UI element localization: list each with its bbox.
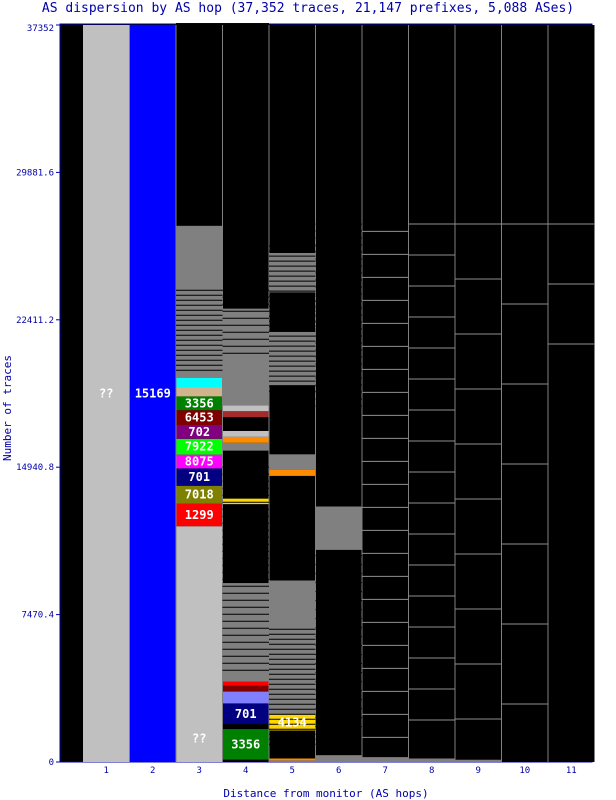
segment-label-hop4-3: 701: [235, 707, 257, 721]
segment-label-hop3-3: 701: [188, 470, 210, 484]
segment-label-hop4-1: 3356: [231, 737, 260, 751]
segment-label-hop3-5: 7922: [185, 440, 214, 454]
bar-segment-hop4-3: [222, 703, 269, 725]
bar-segment-hop4-12: [222, 442, 269, 451]
bar-segment-hop3-12: [176, 23, 223, 226]
bar-segment-hop5-9: [269, 331, 316, 386]
bar-segment-hop8-0: [408, 758, 455, 762]
bar-segment-hop3-5: [176, 438, 223, 455]
bar-segment-hop5-5: [269, 475, 316, 581]
bar-segment-hop4-13: [222, 436, 269, 443]
x-tick-label: 5: [290, 766, 295, 776]
bar-segment-hop4-15: [222, 417, 269, 431]
segment-label-hop3-0: ??: [192, 731, 206, 745]
bar-segment-hop11-0: [548, 25, 595, 762]
bar-segment-hop4-17: [222, 405, 269, 412]
segment-label-hop3-7: 6453: [185, 411, 214, 425]
x-tick-label: 7: [383, 766, 388, 776]
x-tick-label: 9: [476, 766, 481, 776]
bar-segment-hop9-0: [455, 759, 502, 762]
y-axis-label: Number of traces: [1, 355, 14, 461]
bar-segment-hop3-8: [176, 396, 223, 411]
bar-segment-hop9-1: [455, 25, 502, 760]
segment-labels: ?? 15169??1299701870180757922702645333563…: [99, 387, 307, 752]
bar-segment-hop5-4: [269, 580, 316, 715]
bar-segment-hop6-0: [315, 755, 362, 762]
y-tick-label: 22411.2: [16, 316, 54, 326]
bar-segment-hop5-1: [269, 758, 316, 761]
bar-segment-hop4-16: [222, 411, 269, 418]
bar-segment-hop4-6: [222, 681, 269, 686]
chart-title: AS dispersion by AS hop (37,352 traces, …: [42, 1, 574, 16]
segment-label-hop1-0: ??: [99, 387, 113, 401]
bar-segment-hop2-0: [129, 25, 176, 762]
bar-segment-hop5-12: [269, 25, 316, 253]
bar-segment-hop4-19: [222, 23, 269, 309]
bar-segment-hop4-5: [222, 685, 269, 692]
stacked-bars: [83, 23, 595, 762]
bar-segment-hop4-10: [222, 498, 269, 505]
segment-label-hop3-2: 7018: [185, 488, 214, 502]
bar-segment-hop3-3: [176, 468, 223, 486]
y-tick-label: 0: [49, 758, 54, 768]
x-tick-label: 4: [243, 766, 248, 776]
y-tick-label: 14940.8: [16, 463, 54, 473]
bar-segment-hop3-9: [176, 387, 223, 397]
segment-label-hop2-0: 15169: [135, 387, 171, 401]
y-tick-label: 29881.6: [16, 168, 54, 178]
bar-segment-hop3-1: [176, 503, 223, 527]
bar-segment-hop6-2: [315, 506, 362, 550]
bar-segment-hop3-10: [176, 377, 223, 388]
segment-label-hop3-4: 8075: [185, 454, 214, 468]
y-tick-label: 37352: [27, 24, 54, 34]
bar-segment-hop4-4: [222, 691, 269, 704]
bar-segment-hop3-2: [176, 485, 223, 504]
bar-segment-hop3-4: [176, 454, 223, 469]
x-tick-label: 8: [429, 766, 434, 776]
y-tick-label: 7470.4: [21, 611, 54, 621]
bar-segment-hop6-1: [315, 549, 362, 756]
bar-segment-hop4-7: [222, 583, 269, 682]
bar-segment-hop5-10: [269, 292, 316, 332]
bar-segment-hop4-18: [222, 308, 269, 406]
bar-segment-hop6-3: [315, 223, 362, 507]
bar-segment-hop8-1: [408, 25, 455, 759]
bar-segment-hop10-0: [501, 25, 548, 762]
segment-label-hop3-1: 1299: [185, 508, 214, 522]
bar-segment-hop3-11: [176, 225, 223, 378]
x-axis: 1 2 3 4 5 6 7 8 9 10 11: [104, 766, 577, 776]
trace-stripes: [129, 25, 595, 762]
segment-label-hop3-8: 3356: [185, 396, 214, 410]
bar-segment-hop3-0: [176, 526, 223, 762]
bar-segment-hop5-3: [269, 714, 316, 731]
segment-label-hop3-6: 702: [188, 425, 210, 439]
bar-segment-hop4-14: [222, 430, 269, 437]
y-axis: 0 7470.4 14940.8 22411.2 29881.6 37352: [16, 24, 60, 768]
bar-segment-hop6-4: [315, 25, 362, 224]
x-tick-label: 11: [566, 766, 577, 776]
x-axis-label: Distance from monitor (AS hops): [223, 787, 428, 800]
bar-segment-hop4-8: [222, 560, 269, 584]
bar-segment-hop1-0: [83, 25, 130, 762]
x-tick-label: 2: [150, 766, 155, 776]
bar-segment-hop4-0: [222, 759, 269, 762]
bar-segment-hop3-7: [176, 410, 223, 425]
bar-segment-hop7-0: [362, 757, 409, 762]
bar-segment-hop5-8: [269, 385, 316, 455]
x-tick-label: 1: [104, 766, 109, 776]
x-tick-label: 3: [197, 766, 202, 776]
bar-segment-hop7-1: [362, 25, 409, 758]
bar-segment-hop5-7: [269, 454, 316, 470]
bar-segment-hop3-6: [176, 424, 223, 439]
bar-segment-hop4-9: [222, 504, 269, 561]
segment-label-hop5-3: 4134: [278, 716, 307, 730]
bar-segment-hop4-1: [222, 729, 269, 760]
x-tick-label: 6: [336, 766, 341, 776]
bar-segment-hop5-6: [269, 469, 316, 476]
x-tick-label: 10: [519, 766, 530, 776]
bar-segment-hop4-2: [222, 724, 269, 730]
bar-segment-hop5-0: [269, 760, 316, 762]
